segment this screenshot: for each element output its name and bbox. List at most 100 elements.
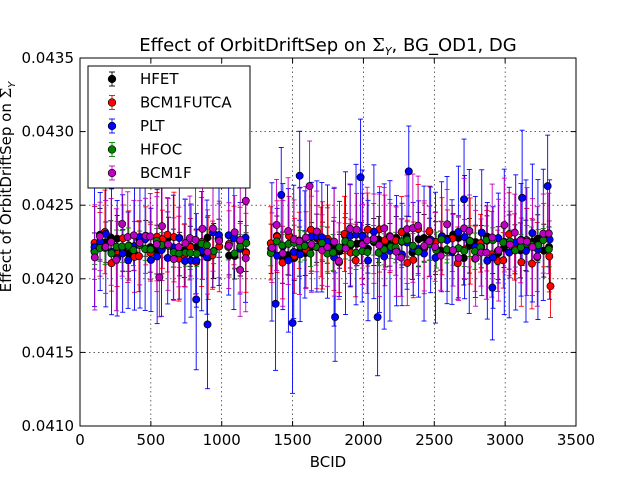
data-point [295, 171, 304, 180]
data-point [465, 237, 474, 246]
data-point [465, 227, 474, 235]
data-point [527, 259, 536, 268]
data-point [186, 248, 195, 257]
data-point [369, 234, 378, 243]
data-point [409, 255, 418, 264]
data-point [203, 248, 212, 256]
data-point [364, 256, 372, 265]
data-point [124, 256, 133, 265]
data-point [236, 235, 245, 244]
data-point [209, 224, 217, 233]
data-point [135, 238, 144, 247]
data-point [192, 295, 201, 304]
data-point [307, 240, 316, 249]
data-point [510, 228, 519, 237]
data-point [499, 238, 508, 247]
data-point [146, 245, 155, 254]
data-point [346, 239, 355, 248]
data-point [147, 255, 155, 264]
data-points [90, 167, 555, 329]
data-point [437, 235, 446, 244]
data-point [539, 236, 548, 245]
data-point [267, 243, 276, 252]
data-point [203, 320, 212, 329]
data-point [375, 241, 384, 250]
legend-label: BCM1FUTCA [140, 94, 232, 112]
y-tick-label: 0.0425 [22, 196, 75, 214]
legend-marker [107, 145, 117, 154]
legend-label: HFET [140, 70, 179, 88]
data-point [460, 195, 468, 204]
data-point [380, 224, 389, 233]
data-point [414, 221, 422, 230]
data-point [335, 257, 343, 266]
x-axis-label: BCID [310, 453, 346, 471]
data-point [107, 249, 116, 258]
data-point [499, 256, 508, 265]
data-point [420, 241, 429, 250]
data-point [288, 319, 297, 327]
data-point [164, 240, 173, 249]
legend: HFET BCM1FUTCA PLT HFOC BCM1F [87, 65, 251, 189]
data-point [312, 227, 321, 236]
x-tick-label: 1000 [203, 431, 241, 449]
data-point [163, 230, 172, 239]
data-point [403, 235, 412, 244]
data-point [169, 255, 178, 264]
axis-ticks: 0 500 1000 1500 2000 2500 3000 3500 0.0410 0.0415… [22, 49, 596, 449]
data-point [341, 244, 350, 253]
data-point [174, 243, 183, 251]
data-point [518, 193, 527, 202]
data-point [454, 228, 463, 236]
data-point [471, 254, 480, 263]
data-point [431, 242, 440, 251]
data-point [192, 249, 201, 258]
data-point [155, 273, 164, 282]
data-point [546, 282, 555, 291]
data-point [271, 299, 280, 308]
data-point [323, 243, 332, 252]
y-axis-label-symbol: Σ [0, 88, 15, 99]
data-point [272, 237, 281, 246]
data-point [522, 237, 531, 246]
data-point [544, 229, 553, 238]
data-point [494, 246, 503, 255]
data-point [543, 182, 552, 191]
data-point [454, 254, 463, 262]
data-point [506, 240, 514, 249]
chart-title-subscript: Y [385, 45, 393, 58]
data-point [278, 241, 287, 250]
data-point [517, 258, 526, 267]
legend-label: BCM1F [140, 164, 192, 182]
chart-title-suffix: , BG_OD1, DG [392, 35, 517, 56]
data-point [386, 233, 395, 241]
data-point [202, 241, 211, 250]
data-point [272, 221, 281, 229]
legend-label: HFOC [140, 141, 182, 159]
x-tick-label: 2000 [344, 431, 382, 449]
legend-marker [107, 98, 117, 107]
x-tick-label: 500 [137, 431, 166, 449]
x-tick-label: 2500 [415, 431, 453, 449]
data-point [351, 256, 360, 265]
x-tick-label: 0 [75, 431, 85, 449]
data-point [346, 224, 354, 233]
plot-area [79, 57, 577, 427]
data-point [301, 233, 310, 242]
y-tick-label: 0.0435 [22, 49, 75, 67]
chart-title: Effect of OrbitDriftSep on ΣY, BG_OD1, D… [139, 35, 516, 58]
data-point [373, 313, 382, 322]
data-point [129, 231, 138, 240]
data-point [356, 173, 365, 182]
data-point [241, 254, 250, 263]
data-point [203, 233, 212, 242]
legend-marker [107, 168, 117, 178]
data-point [544, 245, 553, 254]
data-point [329, 248, 338, 257]
legend-label: PLT [140, 117, 165, 135]
data-point [528, 229, 537, 237]
data-point [118, 219, 127, 228]
data-point [488, 283, 497, 292]
data-point [101, 242, 110, 251]
data-point [112, 255, 121, 264]
